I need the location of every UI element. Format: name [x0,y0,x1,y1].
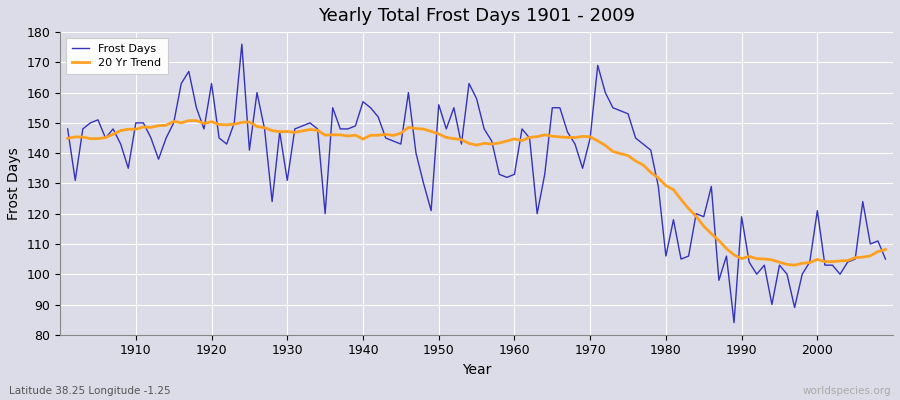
20 Yr Trend [122,127,133,132]
20 Yr Trend [297,128,308,133]
Frost Days [880,257,891,262]
Frost Days [62,126,73,131]
20 Yr Trend [342,134,353,138]
Frost Days [122,166,133,171]
Frost Days [509,172,520,177]
20 Yr Trend [517,138,527,143]
Text: worldspecies.org: worldspecies.org [803,386,891,396]
X-axis label: Year: Year [462,363,491,377]
Legend: Frost Days, 20 Yr Trend: Frost Days, 20 Yr Trend [66,38,167,74]
Frost Days [297,124,308,128]
Title: Yearly Total Frost Days 1901 - 2009: Yearly Total Frost Days 1901 - 2009 [318,7,635,25]
Frost Days [517,126,527,131]
Line: 20 Yr Trend: 20 Yr Trend [68,121,886,265]
Frost Days [729,320,740,325]
20 Yr Trend [608,149,618,154]
20 Yr Trend [880,247,891,252]
Line: Frost Days: Frost Days [68,44,886,323]
Text: Latitude 38.25 Longitude -1.25: Latitude 38.25 Longitude -1.25 [9,386,171,396]
20 Yr Trend [184,118,194,123]
20 Yr Trend [789,263,800,268]
Frost Days [237,42,248,46]
20 Yr Trend [62,136,73,141]
Frost Days [342,126,353,131]
20 Yr Trend [509,136,520,141]
Frost Days [608,105,618,110]
Y-axis label: Frost Days: Frost Days [7,147,21,220]
